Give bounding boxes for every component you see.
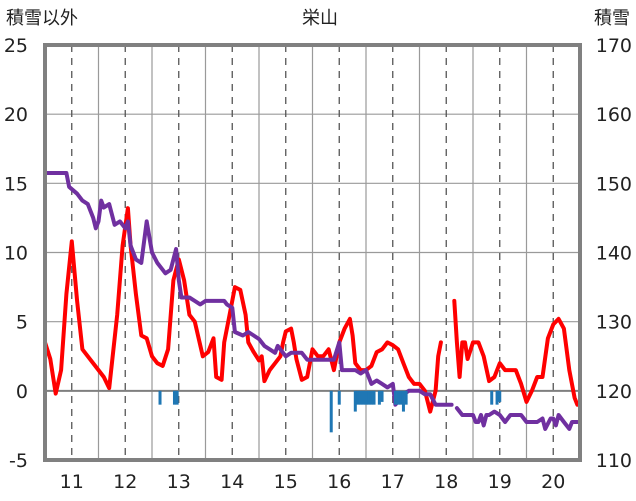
y-left-tick-label: 15 (4, 173, 28, 195)
right-axis-label: 積雪 (594, 8, 630, 29)
y-left-tick-label: -5 (9, 450, 28, 472)
y-right-tick-label: 150 (596, 173, 632, 195)
x-tick-label: 14 (220, 471, 244, 493)
y-right-tick-label: 110 (596, 450, 632, 472)
precip-bar (396, 390, 400, 405)
x-tick-label: 17 (381, 471, 405, 493)
precip-bar (364, 390, 368, 405)
precip-bar (498, 390, 502, 402)
y-right-tick-label: 160 (596, 104, 632, 126)
precip-bar (172, 390, 176, 405)
precip-bar (158, 390, 162, 405)
tick-labels: -5 110 0 120 5 130 10 140 15 150 20 160 25 170 11 12 13 1… (4, 35, 632, 493)
y-left-tick-label: 0 (16, 381, 28, 403)
left-axis-label: 積雪以外 (6, 8, 78, 29)
y-left-tick-label: 5 (16, 312, 28, 334)
y-right-tick-label: 130 (596, 312, 632, 334)
x-tick-label: 16 (327, 471, 351, 493)
y-left-tick-label: 10 (4, 243, 28, 265)
precip-bar (401, 390, 405, 412)
precip-bar (380, 390, 384, 402)
precip-bar (372, 390, 376, 405)
temperature-line (452, 298, 580, 407)
y-left-tick-label: 20 (4, 104, 28, 126)
x-tick-label: 12 (113, 471, 137, 493)
precip-bar (175, 390, 179, 405)
y-left-tick-label: 25 (4, 35, 28, 57)
x-tick-label: 19 (488, 471, 512, 493)
x-tick-label: 13 (167, 471, 191, 493)
y-right-tick-label: 120 (596, 381, 632, 403)
precip-bar (361, 390, 365, 405)
snow-depth-line (43, 171, 454, 407)
y-right-tick-label: 140 (596, 243, 632, 265)
precip-bar (399, 390, 403, 405)
precip-bar (337, 390, 341, 405)
precip-bar (367, 390, 371, 405)
precip-bar (356, 390, 360, 405)
y-right-tick-label: 170 (596, 35, 632, 57)
precip-bar (359, 390, 363, 405)
precip-bar (495, 390, 499, 405)
x-tick-label: 15 (274, 471, 298, 493)
plot-frame (43, 43, 582, 462)
precip-bar (377, 390, 381, 405)
temperature-line (43, 206, 443, 414)
precip-bar (490, 390, 494, 405)
x-tick-label: 20 (541, 471, 565, 493)
precip-bar (353, 390, 357, 412)
precip-bar (369, 390, 373, 405)
precip-bar (393, 390, 397, 405)
x-tick-label: 18 (434, 471, 458, 493)
precip-bar (404, 390, 408, 405)
series-marks (43, 171, 580, 433)
snow-depth-line (454, 406, 580, 431)
x-tick-label: 11 (60, 471, 84, 493)
precip-bar (329, 390, 333, 433)
chart-title: 栄山 (302, 8, 338, 29)
